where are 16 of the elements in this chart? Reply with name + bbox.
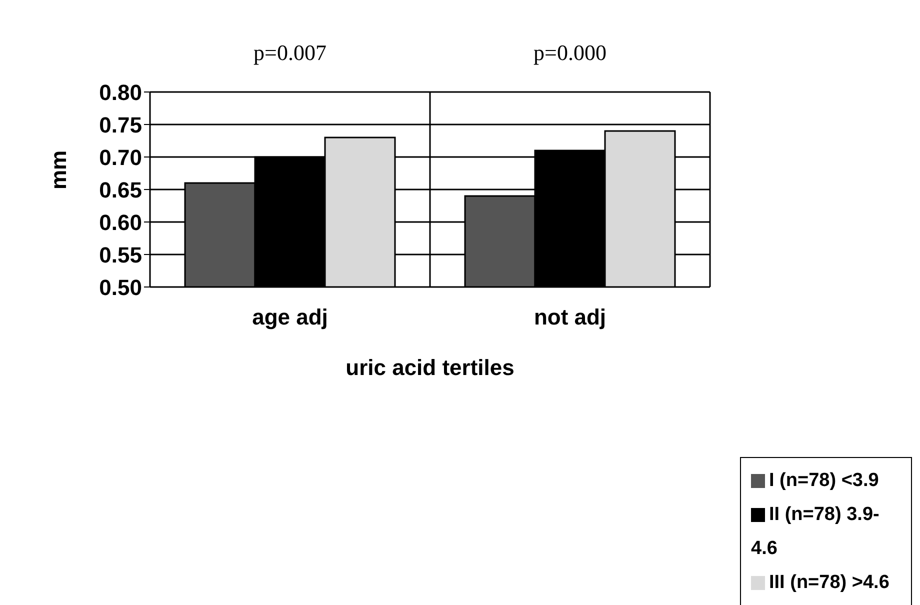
- y-tick-label: 0.65: [99, 177, 142, 202]
- legend-label: II (n=78) 3.9-4.6: [751, 504, 880, 559]
- text: p=0.000: [532, 40, 608, 66]
- y-tick-label: 0.75: [99, 112, 142, 138]
- x-tick-label: not adj: [534, 304, 606, 330]
- text: p=0.007: [252, 40, 328, 66]
- y-tick-label: 0.60: [99, 210, 142, 235]
- legend-label: I (n=78) <3.9: [769, 470, 879, 491]
- y-tick-label: 0.50: [99, 274, 142, 300]
- x-tick-label: age adj: [252, 304, 328, 330]
- y-tick-label: 0.80: [99, 80, 142, 105]
- y-tick-label: 0.70: [99, 144, 142, 170]
- y-axis-title: mm: [46, 150, 71, 190]
- x-axis-title: uric acid tertiles: [346, 355, 514, 380]
- legend-label: III (n=78) >4.6: [769, 572, 890, 593]
- y-tick-label: 0.55: [99, 242, 142, 268]
